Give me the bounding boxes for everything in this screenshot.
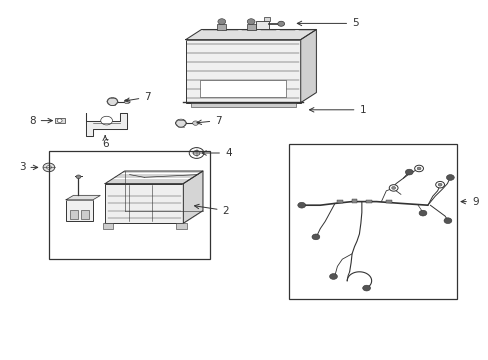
Text: 7: 7 bbox=[125, 92, 151, 102]
Bar bbox=[176, 223, 186, 229]
Circle shape bbox=[414, 165, 423, 172]
Circle shape bbox=[189, 148, 203, 158]
Bar bbox=[49, 151, 210, 259]
Text: 6: 6 bbox=[102, 136, 108, 149]
Bar bbox=[102, 223, 113, 229]
Polygon shape bbox=[86, 112, 127, 136]
Bar bbox=[385, 200, 391, 203]
Bar bbox=[351, 199, 357, 203]
Bar bbox=[336, 200, 342, 203]
Circle shape bbox=[192, 121, 198, 125]
Circle shape bbox=[416, 167, 420, 170]
Polygon shape bbox=[66, 195, 100, 200]
Circle shape bbox=[124, 99, 130, 104]
Bar bbox=[81, 210, 88, 219]
Bar bbox=[288, 144, 456, 299]
Bar bbox=[264, 17, 269, 21]
Bar bbox=[246, 24, 255, 30]
Circle shape bbox=[277, 21, 284, 26]
Circle shape bbox=[443, 218, 451, 224]
Circle shape bbox=[311, 234, 319, 240]
Text: 5: 5 bbox=[297, 18, 358, 28]
Circle shape bbox=[57, 119, 62, 122]
Circle shape bbox=[107, 98, 118, 105]
Text: 2: 2 bbox=[194, 204, 229, 216]
Circle shape bbox=[446, 175, 453, 180]
Circle shape bbox=[193, 150, 200, 156]
Circle shape bbox=[101, 116, 112, 125]
Circle shape bbox=[437, 183, 441, 186]
Circle shape bbox=[76, 175, 81, 179]
Text: 8: 8 bbox=[29, 116, 52, 126]
Polygon shape bbox=[183, 171, 203, 223]
Circle shape bbox=[405, 169, 412, 175]
Text: 9: 9 bbox=[460, 197, 478, 207]
Circle shape bbox=[418, 210, 426, 216]
Bar bbox=[185, 40, 300, 103]
Circle shape bbox=[218, 19, 225, 24]
Bar bbox=[200, 80, 285, 97]
Text: 3: 3 bbox=[19, 162, 38, 172]
Text: 1: 1 bbox=[309, 105, 366, 115]
Bar bbox=[70, 210, 78, 219]
Bar bbox=[190, 103, 295, 107]
Bar bbox=[55, 118, 64, 123]
Circle shape bbox=[329, 274, 337, 279]
Circle shape bbox=[43, 163, 55, 172]
Circle shape bbox=[388, 185, 397, 191]
Polygon shape bbox=[105, 211, 203, 223]
Circle shape bbox=[46, 166, 51, 169]
Circle shape bbox=[435, 181, 444, 188]
Text: 7: 7 bbox=[197, 116, 222, 126]
Circle shape bbox=[391, 186, 395, 189]
Bar bbox=[366, 200, 371, 203]
Bar bbox=[105, 184, 183, 223]
Bar bbox=[255, 21, 269, 29]
Polygon shape bbox=[185, 30, 316, 40]
Bar bbox=[66, 200, 93, 221]
Circle shape bbox=[297, 202, 305, 208]
Bar bbox=[217, 24, 226, 30]
Text: 4: 4 bbox=[202, 148, 231, 158]
Circle shape bbox=[362, 285, 370, 291]
Polygon shape bbox=[300, 30, 316, 103]
Circle shape bbox=[247, 19, 255, 24]
Circle shape bbox=[175, 119, 186, 127]
